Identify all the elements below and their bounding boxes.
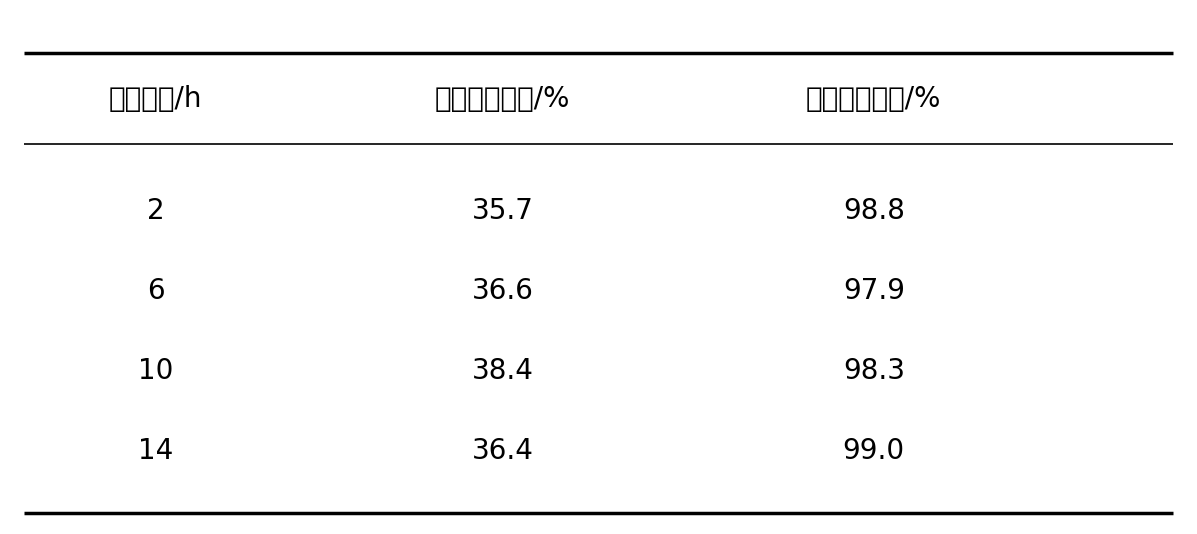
Text: 反应时间/h: 反应时间/h <box>109 85 202 113</box>
Text: 异戊烷选择性/%: 异戊烷选择性/% <box>806 85 942 113</box>
Text: 6: 6 <box>147 277 164 305</box>
Text: 正戊烷转化率/%: 正戊烷转化率/% <box>435 85 571 113</box>
Text: 98.3: 98.3 <box>843 357 905 385</box>
Text: 14: 14 <box>138 437 174 465</box>
Text: 36.4: 36.4 <box>472 437 534 465</box>
Text: 98.8: 98.8 <box>843 197 905 225</box>
Text: 10: 10 <box>138 357 174 385</box>
Text: 2: 2 <box>147 197 164 225</box>
Text: 99.0: 99.0 <box>843 437 905 465</box>
Text: 36.6: 36.6 <box>472 277 534 305</box>
Text: 97.9: 97.9 <box>843 277 905 305</box>
Text: 38.4: 38.4 <box>472 357 534 385</box>
Text: 35.7: 35.7 <box>472 197 534 225</box>
